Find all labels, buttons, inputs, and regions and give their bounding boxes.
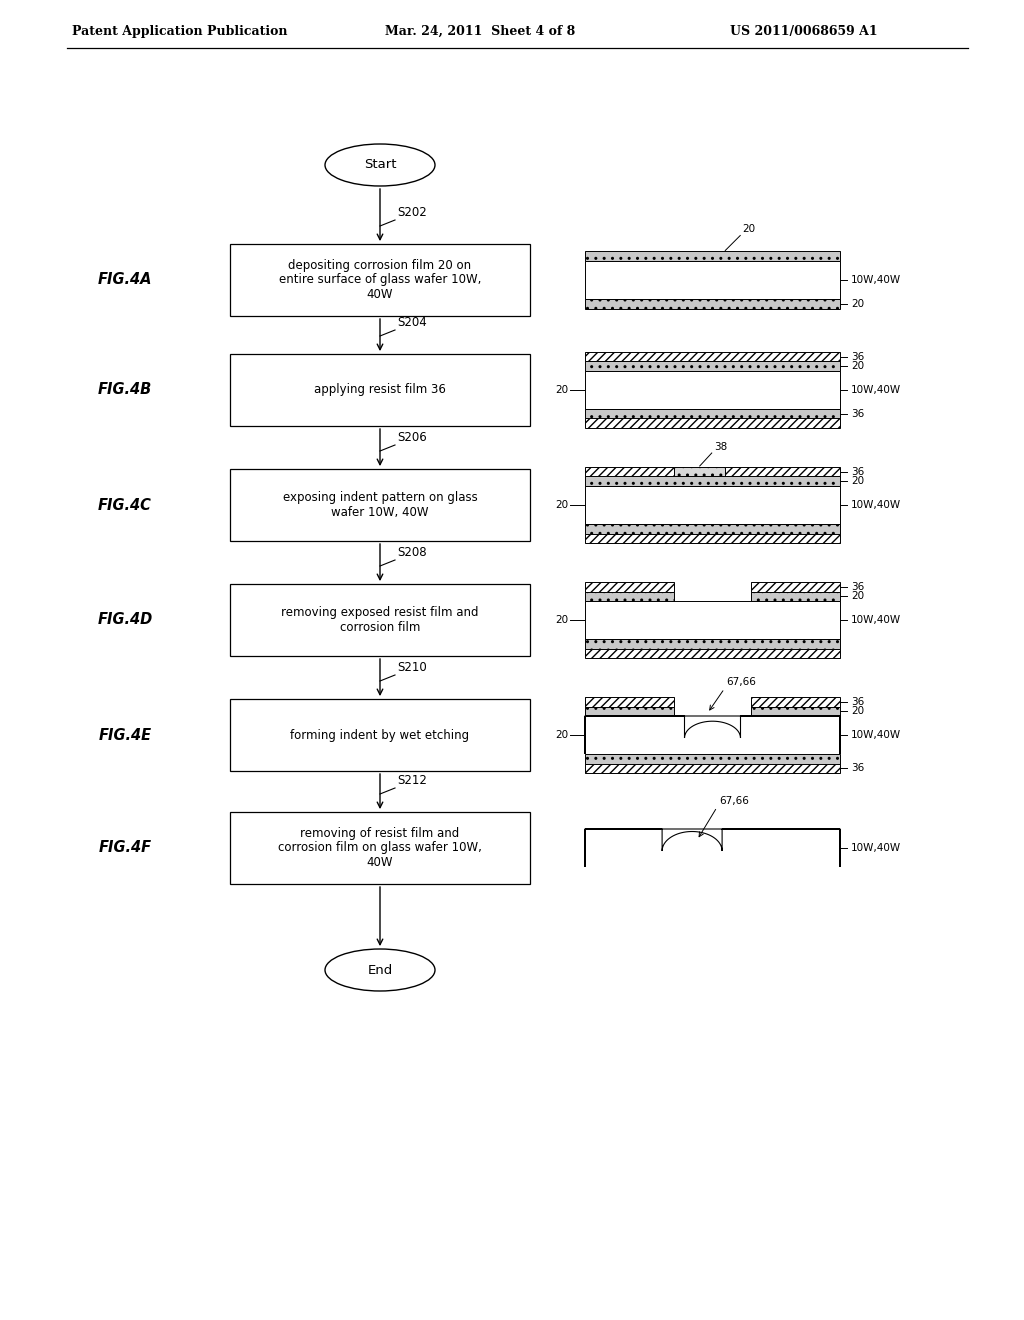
Bar xyxy=(585,591,674,601)
Bar xyxy=(674,467,725,477)
Bar xyxy=(585,409,840,418)
Bar xyxy=(585,754,840,763)
Bar xyxy=(585,639,840,648)
Bar xyxy=(585,467,674,477)
Text: 20: 20 xyxy=(851,706,864,717)
Text: S204: S204 xyxy=(397,315,427,329)
Bar xyxy=(585,300,840,309)
Text: 20: 20 xyxy=(851,298,864,309)
Bar xyxy=(585,418,840,428)
Text: FIG.4B: FIG.4B xyxy=(98,383,153,397)
Bar xyxy=(751,582,840,591)
Bar xyxy=(585,763,840,774)
Text: 36: 36 xyxy=(851,763,864,774)
Bar xyxy=(230,244,530,315)
Bar xyxy=(585,648,840,657)
Bar xyxy=(585,533,840,543)
Text: S208: S208 xyxy=(397,546,427,558)
Bar xyxy=(751,697,840,706)
Text: 10W,40W: 10W,40W xyxy=(851,843,901,853)
Text: 20: 20 xyxy=(555,500,568,510)
Bar xyxy=(230,469,530,541)
Bar xyxy=(585,524,840,533)
Text: 36: 36 xyxy=(851,467,864,477)
Text: 36: 36 xyxy=(851,582,864,591)
Bar xyxy=(585,486,840,524)
Bar xyxy=(585,582,674,591)
Text: FIG.4F: FIG.4F xyxy=(98,841,152,855)
Text: 36: 36 xyxy=(851,409,864,418)
Bar xyxy=(230,812,530,884)
Text: S202: S202 xyxy=(397,206,427,219)
Text: 67,66: 67,66 xyxy=(719,796,749,807)
Text: 38: 38 xyxy=(714,442,727,451)
Bar xyxy=(751,706,840,715)
Text: US 2011/0068659 A1: US 2011/0068659 A1 xyxy=(730,25,878,38)
Text: exposing indent pattern on glass
wafer 10W, 40W: exposing indent pattern on glass wafer 1… xyxy=(283,491,477,519)
Text: 20: 20 xyxy=(851,591,864,601)
Bar xyxy=(585,362,840,371)
Text: removing exposed resist film and
corrosion film: removing exposed resist film and corrosi… xyxy=(282,606,479,634)
Text: 10W,40W: 10W,40W xyxy=(851,385,901,395)
Bar xyxy=(751,591,840,601)
Text: applying resist film 36: applying resist film 36 xyxy=(314,384,445,396)
Text: Start: Start xyxy=(364,158,396,172)
Text: 20: 20 xyxy=(851,362,864,371)
Bar xyxy=(585,261,840,300)
Text: 20: 20 xyxy=(555,615,568,624)
Bar xyxy=(585,252,840,261)
Text: S206: S206 xyxy=(397,432,427,444)
Polygon shape xyxy=(585,715,840,754)
Bar xyxy=(585,371,840,409)
Bar xyxy=(585,352,840,362)
Bar xyxy=(585,706,674,715)
Text: removing of resist film and
corrosion film on glass wafer 10W,
40W: removing of resist film and corrosion fi… xyxy=(279,826,482,870)
Text: Patent Application Publication: Patent Application Publication xyxy=(72,25,288,38)
Text: 36: 36 xyxy=(851,697,864,706)
Text: 20: 20 xyxy=(555,385,568,395)
Text: Mar. 24, 2011  Sheet 4 of 8: Mar. 24, 2011 Sheet 4 of 8 xyxy=(385,25,575,38)
Bar xyxy=(230,354,530,426)
Ellipse shape xyxy=(325,949,435,991)
Bar xyxy=(725,467,840,477)
Bar xyxy=(230,583,530,656)
Text: 10W,40W: 10W,40W xyxy=(851,500,901,510)
Bar xyxy=(230,700,530,771)
Text: FIG.4C: FIG.4C xyxy=(98,498,152,512)
Text: 20: 20 xyxy=(851,477,864,486)
Bar xyxy=(585,697,674,706)
Text: 10W,40W: 10W,40W xyxy=(851,730,901,741)
Text: 20: 20 xyxy=(555,730,568,741)
Text: FIG.4A: FIG.4A xyxy=(97,272,153,288)
Bar xyxy=(585,477,840,486)
Text: FIG.4D: FIG.4D xyxy=(97,612,153,627)
Text: S210: S210 xyxy=(397,661,427,675)
Polygon shape xyxy=(585,829,840,867)
Text: forming indent by wet etching: forming indent by wet etching xyxy=(291,729,470,742)
Ellipse shape xyxy=(325,144,435,186)
Text: End: End xyxy=(368,964,392,977)
Text: 67,66: 67,66 xyxy=(726,676,757,686)
Text: 10W,40W: 10W,40W xyxy=(851,615,901,624)
Text: 20: 20 xyxy=(742,224,756,235)
Bar xyxy=(585,601,840,639)
Text: 10W,40W: 10W,40W xyxy=(851,275,901,285)
Text: 36: 36 xyxy=(851,351,864,362)
Text: S212: S212 xyxy=(397,774,427,787)
Text: FIG.4E: FIG.4E xyxy=(98,727,152,742)
Text: depositing corrosion film 20 on
entire surface of glass wafer 10W,
40W: depositing corrosion film 20 on entire s… xyxy=(279,259,481,301)
